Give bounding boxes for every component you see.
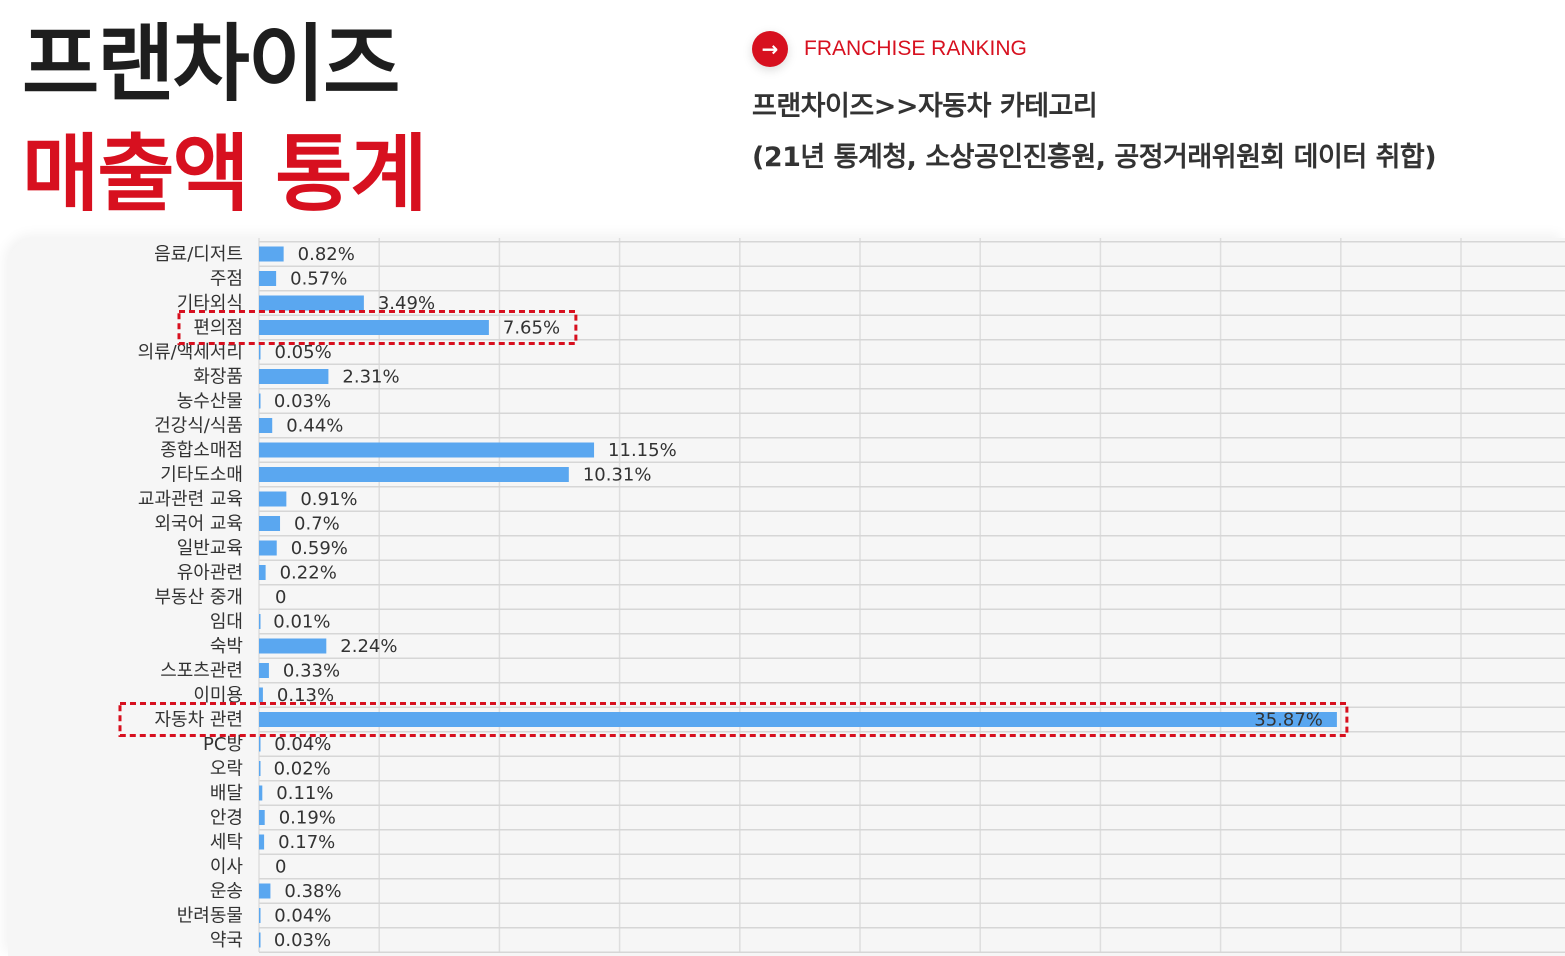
category-label: 이미용 <box>193 685 243 706</box>
category-label: 교과관련 교육 <box>138 489 243 510</box>
data-source-note: (21년 통계청, 소상공인진흥원, 공정거래위원회 데이터 취합) <box>752 142 1437 173</box>
category-label: 종합소매점 <box>160 440 243 461</box>
bar <box>259 614 261 629</box>
category-label: 오락 <box>210 759 243 780</box>
highlight-box <box>177 310 578 345</box>
bar <box>259 736 261 752</box>
data-label: 0.04% <box>274 906 331 927</box>
data-label: 0.03% <box>274 930 331 951</box>
bar <box>259 369 329 384</box>
category-path: 프랜차이즈>>자동차 카테고리 <box>752 91 1098 122</box>
category-label: 부동산 중개 <box>154 587 243 608</box>
chart-panel: 음료/디저트 0.82% 주점 0.57% 기타외식 3.49% 편의점 7.65% 의류/액세… <box>8 238 1565 956</box>
data-label: 0.13% <box>277 685 334 706</box>
data-label: 0.44% <box>286 416 343 437</box>
category-label: 편의점 <box>193 318 243 339</box>
right-arrow-icon: → <box>752 31 788 67</box>
bar-chart: 음료/디저트 0.82% 주점 0.57% 기타외식 3.49% 편의점 7.65% 의류/액세… <box>118 238 1565 953</box>
category-label: 임대 <box>210 612 243 633</box>
data-label: 0.22% <box>280 563 337 584</box>
data-label: 35.87% <box>1254 710 1323 731</box>
category-label: 안경 <box>210 808 243 829</box>
data-label: 0.11% <box>276 783 333 804</box>
data-label: 2.24% <box>340 636 397 657</box>
data-label: 0.05% <box>275 342 332 363</box>
bar <box>259 491 287 507</box>
category-label: 화장품 <box>193 367 243 388</box>
data-label: 0.38% <box>284 881 341 902</box>
bar <box>259 663 269 678</box>
bar <box>259 687 263 703</box>
data-label: 0.19% <box>279 808 336 829</box>
data-label: 0.33% <box>283 661 340 682</box>
data-label: 11.15% <box>608 440 677 461</box>
bar <box>259 932 261 948</box>
category-label: 자동차 관련 <box>154 710 243 731</box>
bar <box>259 785 263 801</box>
category-label: 농수산물 <box>177 391 243 412</box>
bar <box>259 295 364 311</box>
category-label: 운송 <box>210 881 243 902</box>
data-label: 0 <box>275 857 286 878</box>
page-subtitle: 매출액 통계 <box>22 125 428 223</box>
data-label: 3.49% <box>378 293 435 314</box>
data-label: 0.03% <box>274 391 331 412</box>
category-label: 스포츠관련 <box>160 661 243 682</box>
category-label: 주점 <box>210 269 243 290</box>
data-label: 0.01% <box>273 612 330 633</box>
category-label: 외국어 교육 <box>154 514 243 535</box>
data-label: 0.82% <box>298 244 355 265</box>
category-label: 일반교육 <box>177 538 243 559</box>
category-label: 의류/액세서리 <box>138 342 243 363</box>
category-label: 반려동물 <box>177 906 243 927</box>
data-label: 10.31% <box>583 465 652 486</box>
category-label: 음료/디저트 <box>154 244 243 265</box>
bar <box>259 638 327 654</box>
data-label: 0.91% <box>300 489 357 510</box>
category-label: 기타외식 <box>177 293 243 314</box>
category-label: PC방 <box>203 734 243 755</box>
bar <box>259 467 569 482</box>
category-label: 이사 <box>210 857 244 878</box>
ranking-header: → FRANCHISE RANKING <box>752 30 1027 68</box>
bar <box>259 344 261 360</box>
category-label: 세탁 <box>210 832 243 853</box>
bar <box>259 516 281 531</box>
category-label: 건강식/식품 <box>154 416 243 437</box>
bar <box>259 393 261 409</box>
bar <box>259 271 277 286</box>
data-label: 0.04% <box>274 734 331 755</box>
data-label: 0.7% <box>294 514 340 535</box>
data-label: 0.59% <box>291 538 348 559</box>
page-title: 프랜차이즈 <box>22 15 400 113</box>
category-label: 유아관련 <box>177 563 243 584</box>
bar <box>259 761 261 776</box>
bar <box>259 320 489 335</box>
ranking-label: FRANCHISE RANKING <box>804 37 1027 60</box>
bar <box>259 712 1337 727</box>
data-label: 0.17% <box>278 832 335 853</box>
category-label: 약국 <box>210 930 243 951</box>
category-label: 숙박 <box>210 636 243 657</box>
data-label: 0 <box>275 587 286 608</box>
bar <box>259 883 271 899</box>
bar <box>259 246 284 262</box>
bar <box>259 810 265 825</box>
bar <box>259 442 595 458</box>
bar <box>259 540 277 556</box>
bar <box>259 418 273 433</box>
category-label: 배달 <box>210 783 243 804</box>
highlight-box <box>118 702 1349 737</box>
category-label: 기타도소매 <box>160 465 243 486</box>
data-label: 0.02% <box>274 759 331 780</box>
bar <box>259 908 261 923</box>
bar <box>259 565 266 580</box>
data-label: 7.65% <box>503 318 560 339</box>
data-label: 2.31% <box>342 367 399 388</box>
bar <box>259 834 265 850</box>
data-label: 0.57% <box>290 269 347 290</box>
